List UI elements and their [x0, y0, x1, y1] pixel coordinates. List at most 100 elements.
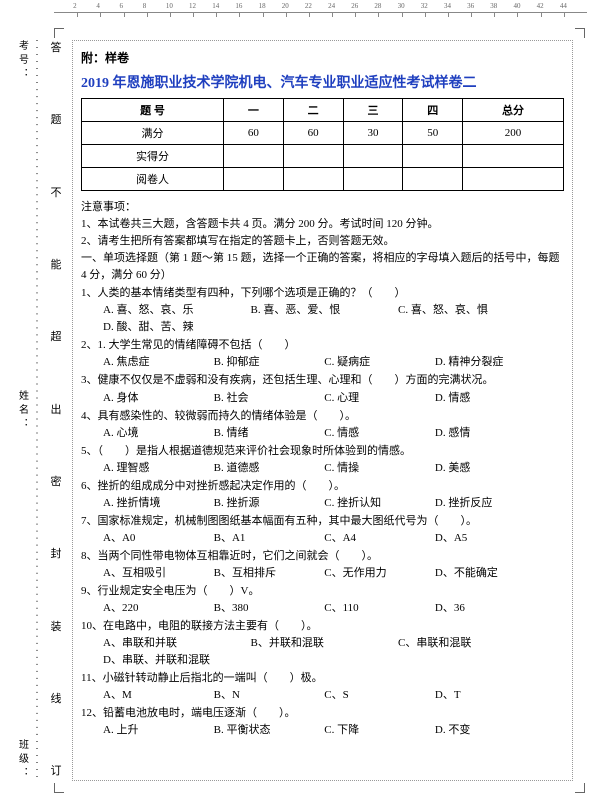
question-stem: 1、人类的基本情绪类型有四种，下列哪个选项是正确的？（ ）: [81, 285, 564, 302]
question-stem: 12、铅蓄电池放电时，端电压逐渐（ ）。: [81, 705, 564, 722]
question-options: A. 挫折情境B. 挫折源C. 挫折认知D. 挫折反应: [81, 495, 564, 512]
score-cell: [343, 168, 403, 191]
sideband-char: 封: [51, 546, 62, 564]
crop-mark-tl: [54, 28, 64, 38]
score-cell: [223, 145, 283, 168]
question: 7、国家标准规定，机械制图图纸基本幅面有五种，其中最大图纸代号为（ ）。A、A0…: [81, 513, 564, 547]
option: C. 情感: [324, 425, 435, 442]
sideband-field-label: 班级：: [15, 739, 30, 781]
score-cell: 50: [403, 122, 463, 145]
option: D. 感情: [435, 425, 546, 442]
score-cell: [223, 168, 283, 191]
option: B、并联和混联: [251, 635, 399, 652]
question: 3、健康不仅仅是不虚弱和没有疾病，还包括生理、心理和（ ）方面的完满状况。A. …: [81, 372, 564, 406]
option: D、A5: [435, 530, 546, 547]
question-stem: 10、在电路中，电阻的联接方法主要有（ ）。: [81, 618, 564, 635]
crop-mark-tr: [575, 28, 585, 38]
question: 1、人类的基本情绪类型有四种，下列哪个选项是正确的？（ ）A. 喜、怒、哀、乐B…: [81, 285, 564, 336]
option: C、110: [324, 600, 435, 617]
option: B. 社会: [214, 390, 325, 407]
score-header-cell: 一: [223, 99, 283, 122]
score-cell: [343, 145, 403, 168]
sideband-char: 不: [51, 185, 62, 203]
crop-mark-br: [575, 783, 585, 793]
question-stem: 5、（ ）是指人根据道德规范来评价社会现象时所体验到的情感。: [81, 443, 564, 460]
sideband-field-label: 姓名：: [15, 390, 30, 432]
score-header-cell: 题 号: [82, 99, 224, 122]
option: A、互相吸引: [103, 565, 214, 582]
option: C. 挫折认知: [324, 495, 435, 512]
option: A. 理智感: [103, 460, 214, 477]
option: B. 情绪: [214, 425, 325, 442]
question-options: A. 上升B. 平衡状态C. 下降D. 不变: [81, 722, 564, 739]
score-cell: [463, 145, 564, 168]
score-header-cell: 四: [403, 99, 463, 122]
question-stem: 11、小磁针转动静止后指北的一端叫（ ）极。: [81, 670, 564, 687]
question: 10、在电路中，电阻的联接方法主要有（ ）。A、串联和并联B、并联和混联C、串联…: [81, 618, 564, 669]
score-row-label: 满分: [82, 122, 224, 145]
option: C、S: [324, 687, 435, 704]
option: C. 下降: [324, 722, 435, 739]
option: D. 酸、甜、苦、辣: [103, 319, 251, 336]
option: D、T: [435, 687, 546, 704]
option: D. 精神分裂症: [435, 354, 546, 371]
sideband-char: 订: [51, 763, 62, 781]
score-cell: [283, 145, 343, 168]
option: C、无作用力: [324, 565, 435, 582]
question-stem: 9、行业规定安全电压为（ ）V。: [81, 583, 564, 600]
question-stem: 7、国家标准规定，机械制图图纸基本幅面有五种，其中最大图纸代号为（ ）。: [81, 513, 564, 530]
score-header-cell: 三: [343, 99, 403, 122]
score-cell: 60: [223, 122, 283, 145]
option: D. 美感: [435, 460, 546, 477]
option: C、A4: [324, 530, 435, 547]
sideband-chars: 答题不能超出密封装线订: [48, 40, 64, 781]
option: A. 身体: [103, 390, 214, 407]
question-options: A. 焦虑症B. 抑郁症C. 疑病症D. 精神分裂症: [81, 354, 564, 371]
option: C. 情操: [324, 460, 435, 477]
score-row: 实得分: [82, 145, 564, 168]
sideband-char: 能: [51, 257, 62, 275]
sideband-char: 答: [51, 40, 62, 58]
option: B. 道德感: [214, 460, 325, 477]
option: C. 疑病症: [324, 354, 435, 371]
option: D. 不变: [435, 722, 546, 739]
option: D. 情感: [435, 390, 546, 407]
option: A、A0: [103, 530, 214, 547]
question-options: A、互相吸引B、互相排斥C、无作用力D、不能确定: [81, 565, 564, 582]
score-body: 满分60603050200实得分阅卷人: [82, 122, 564, 191]
question-options: A、220B、380C、110D、36: [81, 600, 564, 617]
option: A、220: [103, 600, 214, 617]
option: D. 挫折反应: [435, 495, 546, 512]
score-header-row: 题 号一二三四总分: [82, 99, 564, 122]
option: C. 喜、怒、哀、惧: [398, 302, 546, 319]
exam-title: 2019 年恩施职业技术学院机电、汽车专业职业适应性考试样卷二: [81, 72, 564, 92]
question-options: A、A0B、A1C、A4D、A5: [81, 530, 564, 547]
score-header-cell: 二: [283, 99, 343, 122]
question-options: A、MB、NC、SD、T: [81, 687, 564, 704]
option: A、串联和并联: [103, 635, 251, 652]
option: A. 喜、怒、哀、乐: [103, 302, 251, 319]
score-cell: 60: [283, 122, 343, 145]
option: D、36: [435, 600, 546, 617]
notice-block: 注意事项： 1、本试卷共三大题，含答题卡共 4 页。满分 200 分。考试时间 …: [81, 199, 564, 739]
question: 6、挫折的组成成分中对挫折感起决定作用的（ ）。A. 挫折情境B. 挫折源C. …: [81, 478, 564, 512]
question: 12、铅蓄电池放电时，端电压逐渐（ ）。A. 上升B. 平衡状态C. 下降D. …: [81, 705, 564, 739]
sideband-char: 密: [51, 474, 62, 492]
question-options: A. 理智感B. 道德感C. 情操D. 美感: [81, 460, 564, 477]
question-stem: 8、当两个同性带电物体互相靠近时，它们之间就会（ ）。: [81, 548, 564, 565]
crop-mark-bl: [54, 783, 64, 793]
sideband-char: 线: [51, 691, 62, 709]
score-cell: [283, 168, 343, 191]
sideband-char: 装: [51, 619, 62, 637]
score-header-cell: 总分: [463, 99, 564, 122]
question: 8、当两个同性带电物体互相靠近时，它们之间就会（ ）。A、互相吸引B、互相排斥C…: [81, 548, 564, 582]
question-stem: 4、具有感染性的、较微弱而持久的情绪体验是（ ）。: [81, 408, 564, 425]
question-stem: 6、挫折的组成成分中对挫折感起决定作用的（ ）。: [81, 478, 564, 495]
question-stem: 3、健康不仅仅是不虚弱和没有疾病，还包括生理、心理和（ ）方面的完满状况。: [81, 372, 564, 389]
score-table: 题 号一二三四总分 满分60603050200实得分阅卷人: [81, 98, 564, 191]
question-options: A. 身体B. 社会C. 心理D. 情感: [81, 390, 564, 407]
question-stem: 2、1. 大学生常见的情绪障碍不包括（ ）: [81, 337, 564, 354]
question: 9、行业规定安全电压为（ ）V。A、220B、380C、110D、36: [81, 583, 564, 617]
score-cell: [403, 168, 463, 191]
question-options: A. 心境B. 情绪C. 情感D. 感情: [81, 425, 564, 442]
